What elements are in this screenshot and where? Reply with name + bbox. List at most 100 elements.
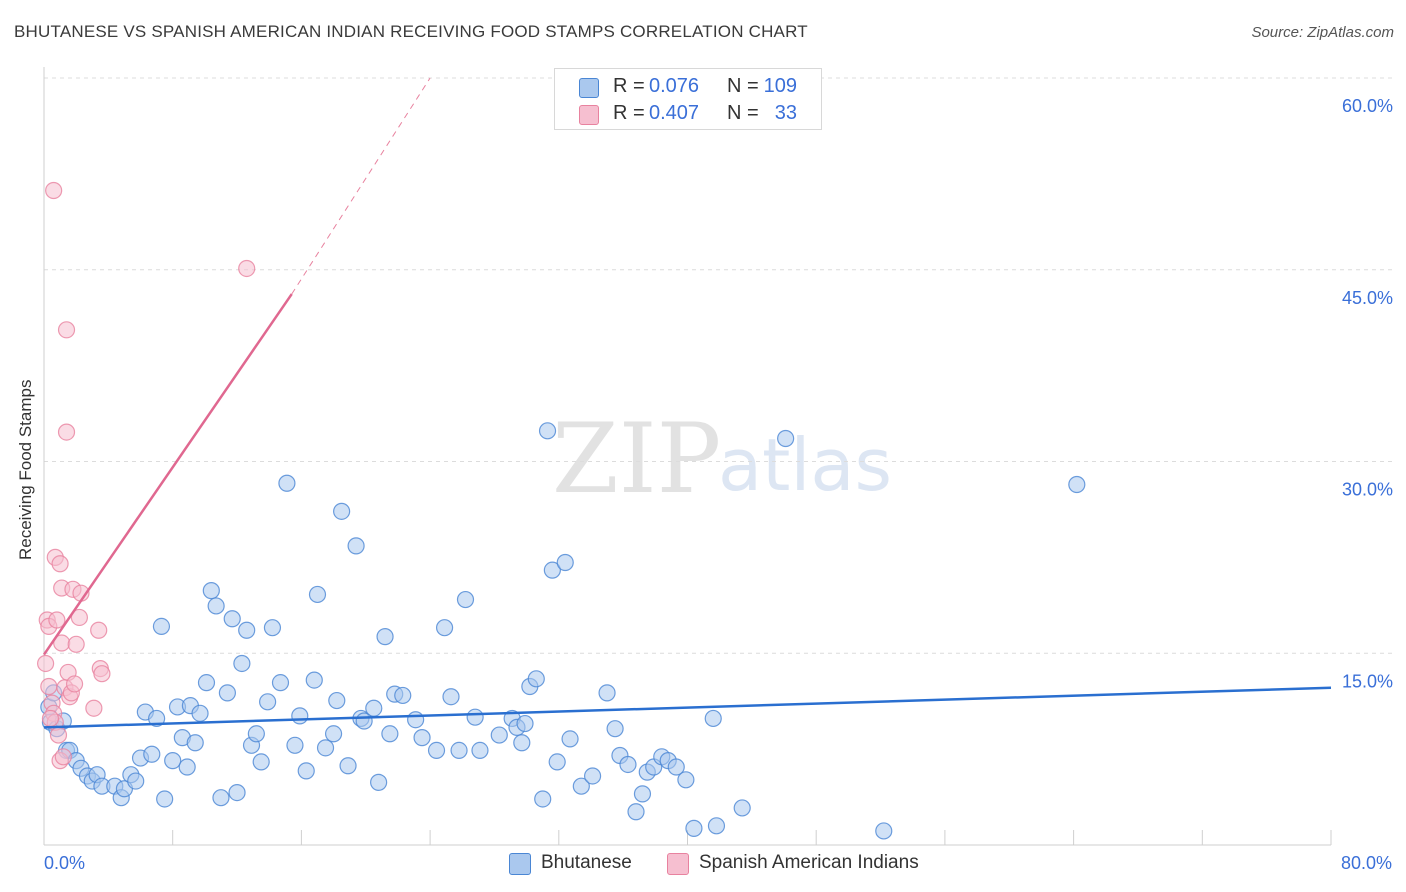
bhutanese-point — [339, 757, 357, 775]
legend-n-value-bhutanese: 109 — [763, 75, 797, 97]
bhutanese-point — [527, 670, 545, 688]
spanish-american-indian-point — [85, 699, 103, 717]
y-axis-label: Receiving Food Stamps — [16, 379, 35, 560]
bottom-legend-label-spanish-american-indians: Spanish American Indians — [699, 852, 919, 873]
bhutanese-point — [148, 709, 166, 728]
legend-row-spanish-american-indians: R = 0.407 N = 33 — [555, 101, 821, 127]
chart-source: Source: ZipAtlas.com — [1251, 24, 1394, 41]
bhutanese-point — [178, 758, 196, 776]
bhutanese-point — [324, 725, 343, 743]
bhutanese-point — [561, 730, 579, 748]
bhutanese-point — [259, 693, 277, 711]
bhutanese-point — [413, 729, 431, 747]
bhutanese-point — [490, 726, 508, 744]
bhutanese-point — [347, 537, 365, 555]
y-tick-label: 60.0% — [1342, 96, 1393, 116]
bhutanese-point — [556, 553, 574, 572]
bhutanese-point — [228, 783, 246, 802]
bhutanese-point — [247, 725, 265, 743]
y-tick-label: 30.0% — [1342, 480, 1393, 500]
bhutanese-point — [308, 585, 327, 604]
spanish-american-indian-trend-line — [42, 293, 293, 656]
bhutanese-point — [263, 619, 282, 637]
y-tick-label: 45.0% — [1342, 288, 1393, 308]
bhutanese-point — [191, 704, 209, 722]
bhutanese-point — [538, 422, 557, 440]
bhutanese-point — [677, 771, 695, 789]
bhutanese-point — [456, 590, 475, 609]
spanish-american-indian-point — [49, 726, 68, 744]
bhutanese-point — [212, 789, 230, 807]
bhutanese-point — [143, 745, 161, 763]
bhutanese-point — [583, 767, 602, 785]
bhutanese-point — [365, 699, 383, 717]
legend-n-label: N = — [727, 102, 759, 124]
bhutanese-point — [875, 822, 893, 840]
bhutanese-point — [471, 741, 489, 760]
bhutanese-point — [619, 755, 637, 774]
bhutanese-point — [333, 502, 351, 520]
bhutanese-point — [598, 684, 616, 702]
bhutanese-point — [202, 582, 220, 600]
bhutanese-point — [777, 429, 795, 448]
legend-swatch-bhutanese — [579, 78, 599, 98]
spanish-american-indian-point — [65, 675, 84, 693]
bhutanese-point — [606, 720, 624, 738]
bhutanese-point — [516, 714, 534, 733]
legend-r-value-spanish-american-indians: 0.407 — [649, 102, 700, 124]
bhutanese-point — [394, 686, 412, 705]
bhutanese-point — [370, 773, 388, 791]
spanish-american-indian-point — [54, 748, 72, 766]
bhutanese-point — [127, 772, 145, 790]
spanish-american-indian-point — [57, 423, 76, 441]
bhutanese-point — [707, 817, 726, 835]
bhutanese-point — [271, 674, 290, 692]
spanish-american-indian-point — [67, 635, 85, 653]
x-tick-label-max: 80.0% — [1341, 853, 1392, 873]
legend-swatch-spanish-american-indians — [579, 105, 599, 125]
bhutanese-point — [238, 621, 256, 639]
bhutanese-point — [328, 691, 346, 710]
bhutanese-trend-line — [43, 686, 1332, 729]
spanish-american-indian-point — [40, 677, 58, 696]
bhutanese-point — [305, 671, 323, 689]
bhutanese-point — [278, 474, 296, 492]
bottom-legend-swatch-spanish-american-indians — [667, 853, 689, 875]
legend-n-label: N = — [727, 75, 759, 97]
spanish-american-indian-point — [90, 621, 108, 639]
bhutanese-point — [376, 628, 394, 646]
bhutanese-point — [207, 597, 225, 615]
bhutanese-point — [316, 739, 335, 757]
watermark-atlas: atlas — [718, 423, 892, 507]
bhutanese-point — [1068, 475, 1086, 494]
bhutanese-point — [197, 674, 216, 692]
bhutanese-point — [186, 734, 204, 752]
spanish-american-indian-point — [41, 709, 60, 728]
spanish-american-indian-point — [93, 665, 111, 683]
bhutanese-point — [156, 790, 174, 808]
bhutanese-point — [427, 741, 446, 760]
bhutanese-point — [233, 654, 251, 673]
bhutanese-point — [548, 753, 566, 771]
bhutanese-point — [704, 709, 722, 728]
bottom-legend-swatch-bhutanese — [509, 853, 531, 875]
watermark-zip: ZIP — [552, 403, 721, 515]
legend-r-label: R = — [613, 102, 645, 124]
correlation-legend: R = 0.076 N = 109 R = 0.407 N = 33 — [554, 68, 822, 130]
bhutanese-point — [291, 707, 309, 725]
bhutanese-point — [435, 619, 454, 637]
spanish-american-indian-point — [37, 654, 55, 673]
bhutanese-point — [627, 803, 645, 821]
spanish-american-indian-point — [51, 555, 69, 573]
bhutanese-point — [152, 617, 171, 636]
bhutanese-point — [407, 711, 425, 729]
bhutanese-point — [286, 736, 304, 754]
bhutanese-point — [223, 610, 241, 628]
legend-n-value-spanish-american-indians: 33 — [774, 102, 797, 124]
legend-row-bhutanese: R = 0.076 N = 109 — [555, 74, 821, 100]
spanish-american-indian-point — [45, 181, 63, 200]
bhutanese-point — [733, 799, 751, 817]
bhutanese-point — [572, 777, 590, 795]
spanish-american-indian-point — [57, 321, 76, 339]
